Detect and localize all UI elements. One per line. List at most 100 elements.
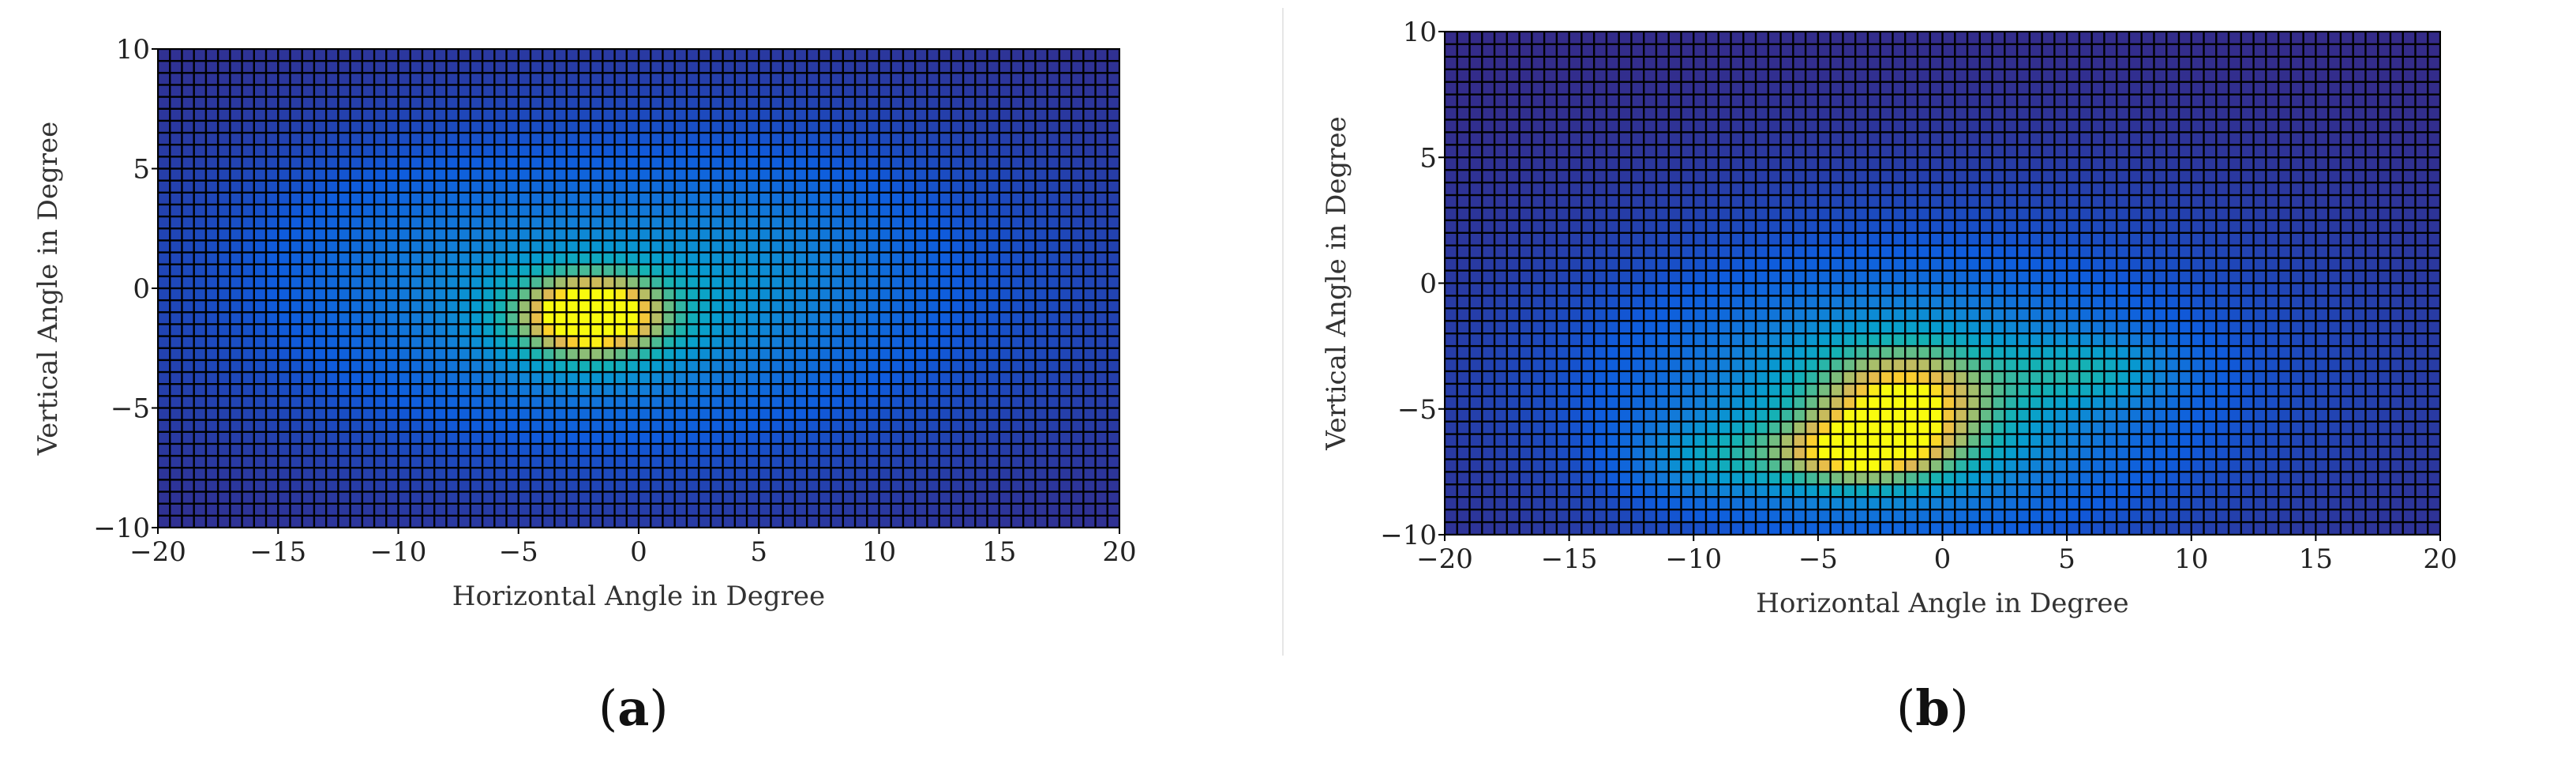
heatmap-cell — [783, 408, 794, 419]
heatmap-cell — [1607, 460, 1618, 472]
heatmap-cell — [1794, 284, 1805, 295]
heatmap-cell — [231, 289, 242, 299]
heatmap-cell — [1483, 120, 1494, 132]
heatmap-cell — [519, 468, 530, 479]
heatmap-cell — [507, 457, 518, 468]
heatmap-cell — [748, 145, 759, 156]
heatmap-cell — [194, 289, 205, 299]
heatmap-cell — [531, 277, 542, 288]
heatmap-cell — [387, 325, 398, 336]
heatmap-cell — [1084, 145, 1095, 156]
heatmap-cell — [603, 181, 614, 192]
heatmap-cell — [1930, 45, 1942, 56]
heatmap-cell — [495, 433, 506, 443]
heatmap-cell — [736, 253, 746, 264]
heatmap-cell — [1968, 171, 1979, 182]
heatmap-cell — [1707, 133, 1718, 145]
heatmap-cell — [1595, 246, 1606, 257]
heatmap-cell — [591, 133, 602, 144]
heatmap-cell — [615, 217, 626, 228]
heatmap-cell — [1707, 385, 1718, 396]
heatmap-cell — [1607, 70, 1618, 81]
heatmap-cell — [1930, 32, 1942, 43]
heatmap-cell — [423, 348, 433, 359]
heatmap-cell — [759, 253, 771, 264]
heatmap-cell — [579, 50, 590, 60]
heatmap-cell — [375, 241, 386, 252]
heatmap-cell — [1508, 434, 1519, 446]
heatmap-cell — [1731, 145, 1743, 157]
heatmap-cell — [879, 445, 891, 455]
heatmap-cell — [916, 504, 927, 515]
heatmap-cell — [1108, 325, 1119, 336]
heatmap-cell — [242, 517, 253, 527]
heatmap-cell — [1781, 334, 1793, 345]
heatmap-cell — [302, 517, 313, 527]
heatmap-cell — [844, 373, 854, 383]
heatmap-cell — [1619, 397, 1631, 408]
heatmap-cell — [639, 408, 651, 419]
heatmap-cell — [1108, 217, 1119, 228]
heatmap-cell — [1843, 209, 1854, 220]
heatmap-cell — [699, 289, 711, 299]
heatmap-cell — [182, 229, 193, 240]
heatmap-cell — [255, 133, 265, 144]
heatmap-cell — [904, 433, 914, 443]
heatmap-cell — [1955, 271, 1967, 283]
heatmap-cell — [1632, 234, 1643, 245]
heatmap-cell — [255, 433, 265, 443]
heatmap-cell — [435, 348, 446, 359]
heatmap-cell — [819, 313, 831, 324]
heatmap-cell — [675, 385, 686, 396]
heatmap-cell — [1943, 422, 1955, 434]
heatmap-cell — [723, 85, 734, 96]
heatmap-cell — [1731, 209, 1743, 220]
heatmap-cell — [591, 145, 602, 156]
heatmap-cell — [1096, 50, 1107, 60]
heatmap-cell — [1943, 296, 1955, 308]
heatmap-cell — [1072, 73, 1083, 85]
heatmap-cell — [916, 253, 927, 264]
heatmap-cell — [255, 145, 265, 156]
heatmap-cell — [711, 445, 722, 455]
heatmap-cell — [1918, 409, 1929, 421]
heatmap-cell — [723, 277, 734, 288]
heatmap-cell — [771, 241, 782, 252]
heatmap-cell — [1744, 58, 1755, 69]
heatmap-cell — [387, 122, 398, 132]
heatmap-cell — [194, 169, 205, 180]
heatmap-cell — [1508, 183, 1519, 194]
heatmap-cell — [507, 62, 518, 73]
heatmap-cell — [591, 420, 602, 431]
heatmap-cell — [976, 361, 987, 371]
heatmap-cell — [723, 62, 734, 73]
heatmap-cell — [207, 265, 217, 276]
heatmap-cell — [1856, 70, 1867, 81]
heatmap-cell — [1036, 85, 1047, 96]
heatmap-cell — [1595, 321, 1606, 333]
heatmap-cell — [231, 85, 242, 96]
heatmap-cell — [447, 433, 458, 443]
heatmap-cell — [519, 385, 530, 396]
heatmap-cell — [579, 109, 590, 120]
heatmap-cell — [796, 289, 806, 299]
heatmap-cell — [447, 194, 458, 204]
heatmap-cell — [399, 373, 410, 383]
heatmap-cell — [1632, 45, 1643, 56]
heatmap-cell — [567, 241, 578, 252]
heatmap-cell — [939, 194, 951, 204]
heatmap-cell — [1558, 82, 1569, 94]
heatmap-cell — [771, 336, 782, 348]
heatmap-cell — [1096, 517, 1107, 527]
heatmap-cell — [711, 181, 722, 192]
heatmap-cell — [1980, 385, 1992, 396]
heatmap-cell — [1943, 309, 1955, 321]
heatmap-cell — [663, 408, 674, 419]
heatmap-cell — [988, 361, 999, 371]
heatmap-cell — [327, 433, 338, 443]
heatmap-cell — [1508, 347, 1519, 358]
heatmap-cell — [1457, 284, 1469, 295]
heatmap-cell — [1930, 133, 1942, 145]
heatmap-cell — [459, 517, 470, 527]
heatmap-cell — [543, 169, 554, 180]
